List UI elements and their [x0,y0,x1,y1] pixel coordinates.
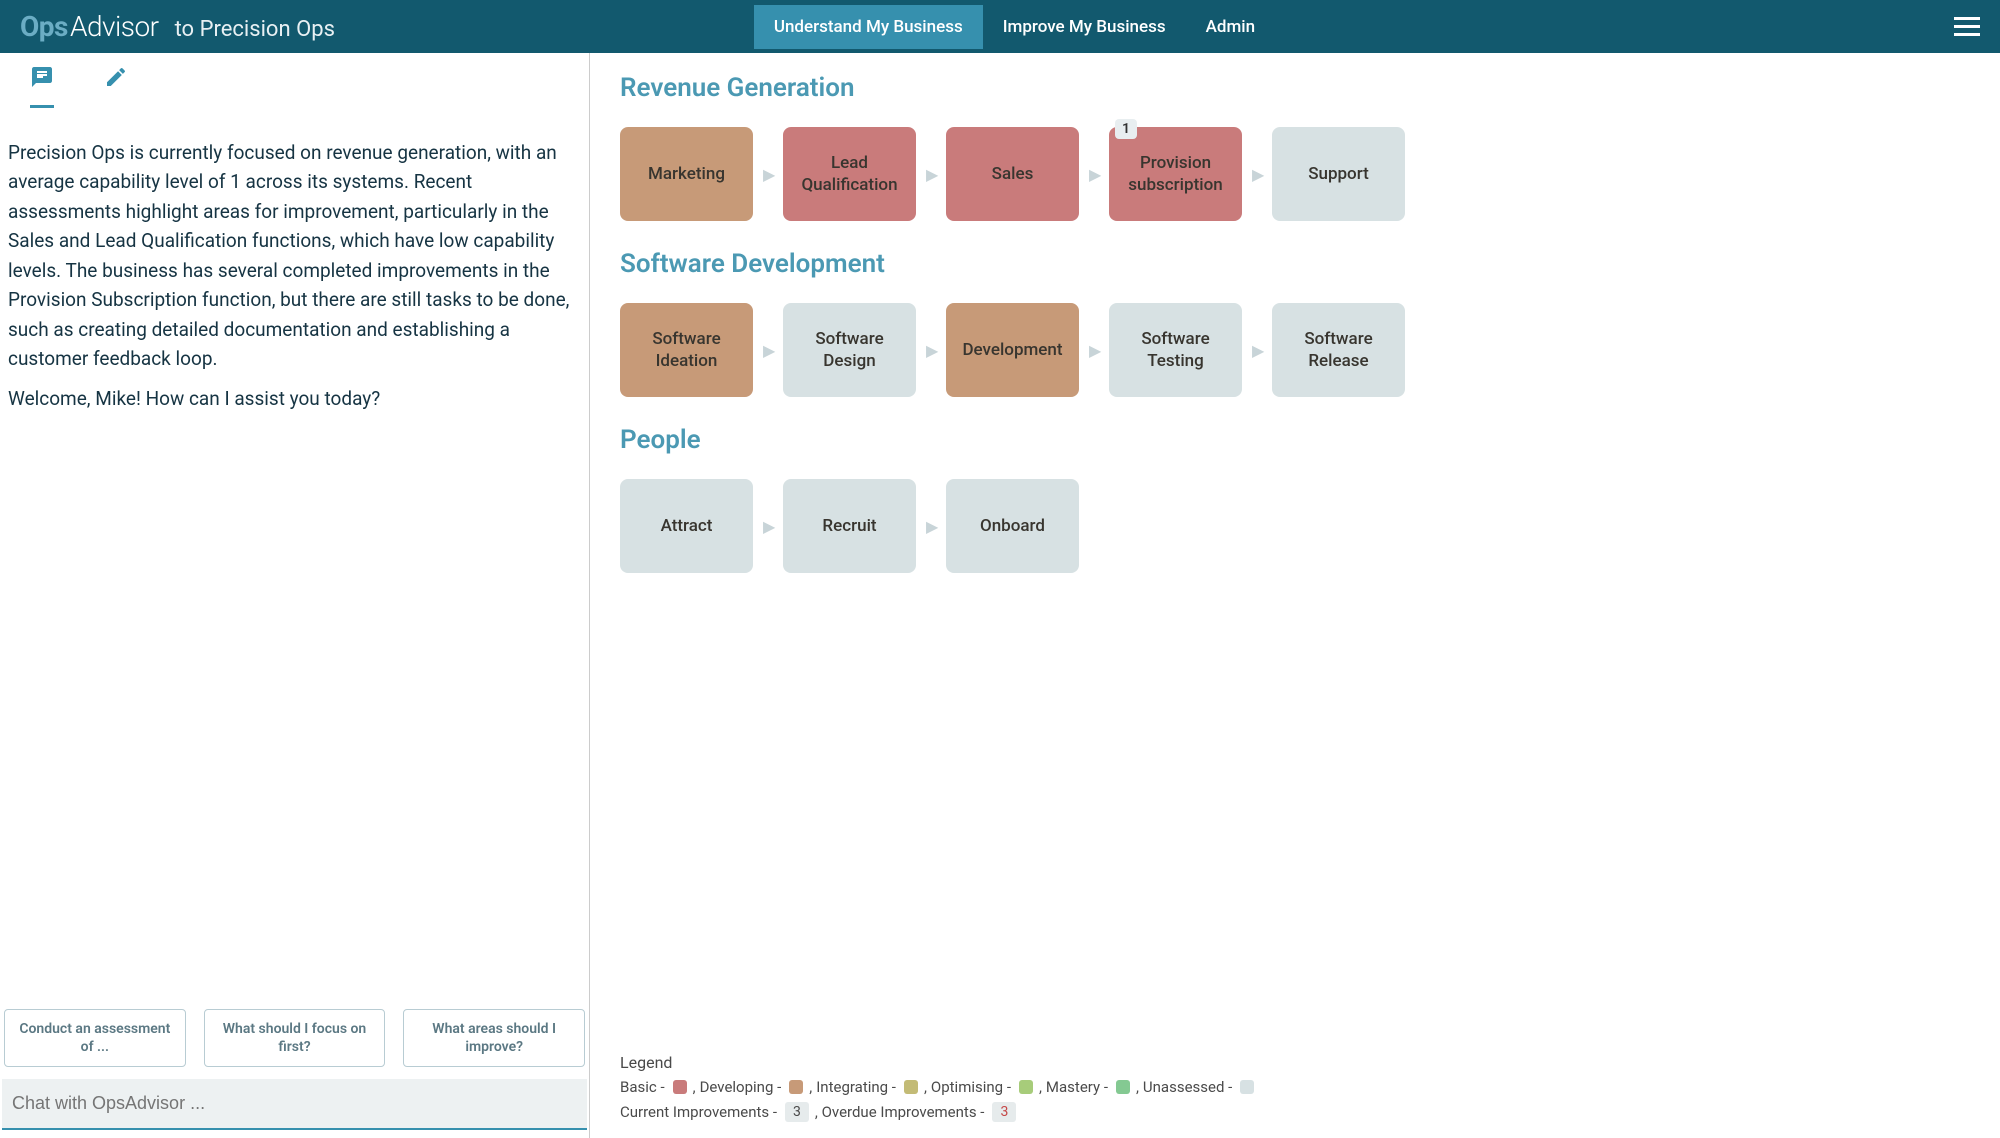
legend-section: Legend Basic -, Developing -, Integratin… [620,1043,1970,1128]
arrow-separator-icon: ▶ [763,341,773,360]
capability-card[interactable]: Software Design [783,303,916,397]
chat-body: Precision Ops is currently focused on re… [0,108,589,1001]
arrow-separator-icon: ▶ [763,517,773,536]
capability-card[interactable]: Software Ideation [620,303,753,397]
current-improvements-count: 3 [785,1102,809,1122]
suggestion-chip[interactable]: What areas should I improve? [403,1009,585,1067]
chat-paragraph: Precision Ops is currently focused on re… [8,138,581,374]
chat-panel: Precision Ops is currently focused on re… [0,53,590,1138]
section-title: Software Development [620,249,1970,279]
capability-card[interactable]: Provision subscription1 [1109,127,1242,221]
arrow-separator-icon: ▶ [1252,341,1262,360]
card-row: Attract ▶ Recruit ▶ Onboard [620,479,1970,573]
legend-swatch [1019,1080,1033,1094]
legend-item: Unassessed - [1143,1078,1232,1096]
logo-tagline: to Precision Ops [175,17,335,42]
main-content: Precision Ops is currently focused on re… [0,53,2000,1138]
legend-item: Integrating - [816,1078,896,1096]
capability-panel: Revenue Generation Marketing ▶ Lead Qualifi… [590,53,2000,1138]
legend-swatch [904,1080,918,1094]
arrow-separator-icon: ▶ [1089,341,1099,360]
legend-levels-row: Basic -, Developing -, Integrating -, Op… [620,1078,1970,1096]
section-title: Revenue Generation [620,73,1970,103]
chat-input[interactable] [2,1079,587,1130]
capability-card[interactable]: Onboard [946,479,1079,573]
capability-card[interactable]: Support [1272,127,1405,221]
capability-card[interactable]: Software Release [1272,303,1405,397]
main-nav: Understand My BusinessImprove My Busines… [754,5,1275,49]
capability-card[interactable]: Lead Qualification [783,127,916,221]
card-row: Software Ideation ▶ Software Design ▶ Develo… [620,303,1970,397]
legend-item: Basic - [620,1078,665,1096]
arrow-separator-icon: ▶ [926,517,936,536]
suggestion-chip[interactable]: Conduct an assessment of ... [4,1009,186,1067]
legend-counts-row: Current Improvements - 3 , Overdue Impro… [620,1102,1970,1122]
chat-paragraph: Welcome, Mike! How can I assist you toda… [8,384,581,413]
chat-icon [30,65,54,89]
logo: Ops Advisor to Precision Ops [20,10,335,43]
legend-item: Developing - [700,1078,782,1096]
legend-swatch [789,1080,803,1094]
suggestion-row: Conduct an assessment of ... What should … [0,1001,589,1075]
nav-item[interactable]: Improve My Business [983,5,1186,49]
chat-tab[interactable] [30,65,54,108]
current-improvements-label: Current Improvements - [620,1103,777,1121]
overdue-improvements-count: 3 [992,1102,1016,1122]
capability-section: People Attract ▶ Recruit ▶ Onboard [620,425,1970,573]
logo-ops: Ops [20,10,68,43]
capability-section: Revenue Generation Marketing ▶ Lead Qualifi… [620,73,1970,221]
arrow-separator-icon: ▶ [1252,165,1262,184]
logo-advisor: Advisor [70,10,159,43]
section-title: People [620,425,1970,455]
nav-item[interactable]: Understand My Business [754,5,983,49]
arrow-separator-icon: ▶ [1089,165,1099,184]
card-row: Marketing ▶ Lead Qualification ▶ Sales ▶ Provi… [620,127,1970,221]
legend-swatch [1116,1080,1130,1094]
capability-card[interactable]: Development [946,303,1079,397]
suggestion-chip[interactable]: What should I focus on first? [204,1009,386,1067]
card-badge: 1 [1115,119,1137,139]
capability-card[interactable]: Attract [620,479,753,573]
capability-card[interactable]: Software Testing [1109,303,1242,397]
capability-section: Software DevelopmentSoftware Ideation▶So… [620,249,1970,397]
overdue-improvements-label: , Overdue Improvements - [815,1103,985,1121]
chat-input-wrap [0,1075,589,1138]
legend-title: Legend [620,1053,1970,1072]
legend-item: Mastery - [1046,1078,1108,1096]
capability-card[interactable]: Recruit [783,479,916,573]
arrow-separator-icon: ▶ [763,165,773,184]
hamburger-menu-icon[interactable] [1954,17,1980,36]
arrow-separator-icon: ▶ [926,341,936,360]
capability-card[interactable]: Marketing [620,127,753,221]
edit-tab[interactable] [104,65,128,108]
legend-item: Optimising - [931,1078,1011,1096]
capability-card[interactable]: Sales [946,127,1079,221]
pencil-icon [104,65,128,89]
arrow-separator-icon: ▶ [926,165,936,184]
app-header: Ops Advisor to Precision Ops Understand … [0,0,2000,53]
legend-swatch [1240,1080,1254,1094]
chat-tabs [0,53,589,108]
legend-swatch [673,1080,687,1094]
nav-item[interactable]: Admin [1186,5,1275,49]
